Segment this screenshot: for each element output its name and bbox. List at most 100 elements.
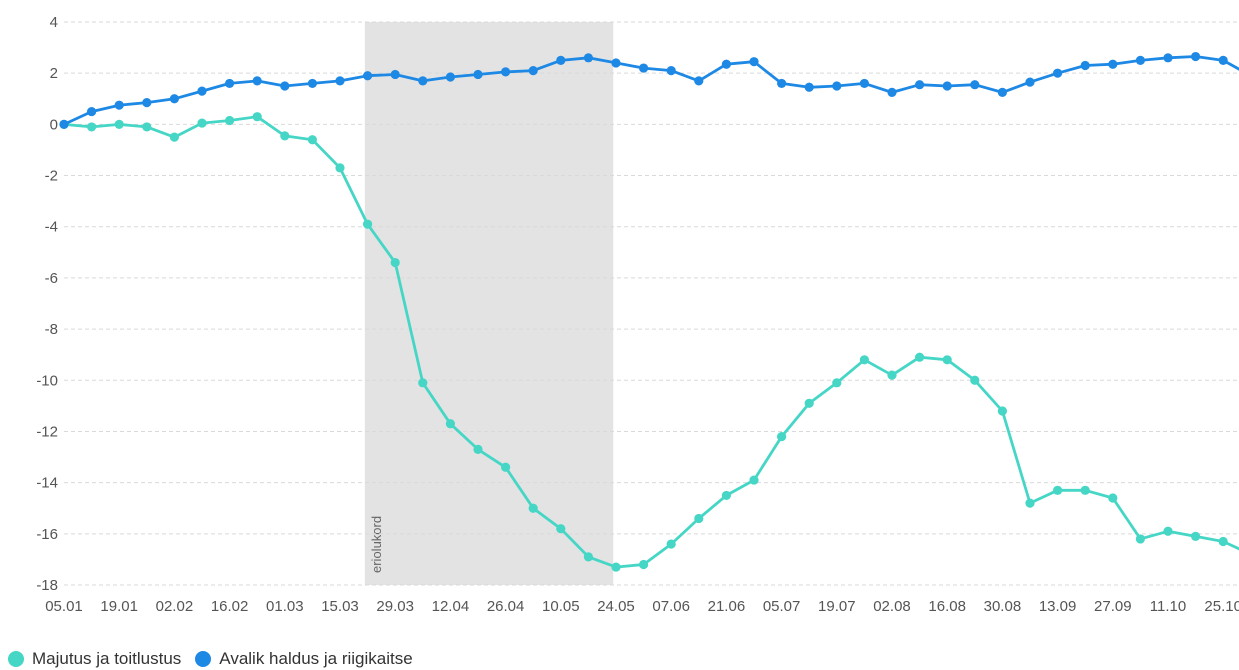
data-point[interactable] (1025, 77, 1035, 87)
data-point[interactable] (749, 475, 759, 485)
data-point[interactable] (363, 219, 373, 229)
y-tick-label: -4 (45, 219, 58, 236)
x-tick-label: 19.07 (818, 598, 856, 615)
data-point[interactable] (114, 100, 124, 110)
legend-label: Avalik haldus ja riigikaitse (219, 649, 413, 668)
legend-item-majutus[interactable]: Majutus ja toitlustus (8, 649, 181, 669)
data-point[interactable] (169, 132, 179, 142)
data-point[interactable] (1135, 534, 1145, 544)
data-point[interactable] (915, 80, 925, 90)
data-point[interactable] (859, 355, 870, 365)
data-point[interactable] (501, 67, 511, 77)
data-point[interactable] (1163, 53, 1173, 63)
data-point[interactable] (445, 72, 455, 82)
data-point[interactable] (804, 398, 814, 408)
data-point[interactable] (1218, 55, 1228, 65)
data-point[interactable] (1191, 51, 1201, 62)
data-point[interactable] (473, 444, 483, 454)
data-point[interactable] (1053, 485, 1063, 495)
data-point[interactable] (887, 370, 897, 380)
series-line (63, 55, 1239, 126)
data-point[interactable] (252, 112, 262, 122)
data-point[interactable] (749, 57, 759, 67)
data-point[interactable] (280, 131, 290, 141)
data-point[interactable] (970, 80, 980, 90)
data-point[interactable] (335, 76, 345, 86)
data-point[interactable] (997, 87, 1008, 97)
data-point[interactable] (390, 257, 400, 268)
data-point[interactable] (721, 59, 732, 69)
data-point[interactable] (252, 76, 262, 86)
data-point[interactable] (1108, 493, 1118, 503)
data-point[interactable] (639, 559, 649, 570)
data-point[interactable] (1080, 60, 1090, 71)
data-point[interactable] (832, 81, 842, 91)
data-point[interactable] (832, 378, 842, 388)
data-point[interactable] (997, 406, 1008, 416)
data-point[interactable] (114, 119, 124, 129)
data-point[interactable] (1163, 526, 1173, 536)
data-point[interactable] (1218, 536, 1228, 547)
legend: Majutus ja toitlustus Avalik haldus ja r… (8, 648, 427, 670)
data-point[interactable] (225, 115, 235, 126)
data-point[interactable] (307, 135, 317, 145)
data-point[interactable] (280, 81, 290, 91)
data-point[interactable] (528, 66, 538, 76)
data-point[interactable] (142, 98, 152, 108)
gridlines (64, 21, 1239, 586)
shaded-region-layer: eriolukord (364, 22, 614, 585)
data-point[interactable] (87, 122, 97, 132)
data-point[interactable] (804, 82, 814, 92)
data-point[interactable] (583, 552, 594, 562)
data-point[interactable] (942, 81, 952, 91)
data-point[interactable] (694, 513, 704, 524)
data-point[interactable] (169, 94, 179, 104)
data-point[interactable] (611, 58, 621, 68)
data-point[interactable] (335, 163, 345, 173)
x-tick-label: 07.06 (652, 598, 690, 615)
x-tick-label: 11.10 (1150, 598, 1186, 615)
x-tick-label: 02.02 (156, 598, 194, 615)
data-point[interactable] (197, 118, 207, 128)
data-point[interactable] (142, 122, 152, 132)
data-point[interactable] (639, 63, 649, 73)
data-point[interactable] (721, 490, 732, 501)
data-point[interactable] (59, 119, 69, 129)
data-point[interactable] (666, 539, 676, 549)
data-point[interactable] (694, 76, 704, 86)
data-point[interactable] (307, 78, 317, 89)
data-point[interactable] (777, 431, 787, 442)
data-point[interactable] (556, 55, 566, 65)
data-point[interactable] (666, 66, 676, 76)
legend-item-avalik-haldus[interactable]: Avalik haldus ja riigikaitse (195, 649, 413, 669)
data-point[interactable] (87, 106, 97, 117)
data-point[interactable] (363, 71, 373, 81)
data-point[interactable] (225, 78, 235, 89)
data-point[interactable] (887, 87, 897, 97)
data-point[interactable] (1080, 485, 1090, 495)
data-point[interactable] (583, 53, 594, 63)
data-point[interactable] (1108, 59, 1118, 69)
data-point[interactable] (1135, 55, 1145, 65)
data-point[interactable] (528, 503, 538, 513)
data-point[interactable] (197, 86, 207, 96)
x-tick-label: 25.10 (1204, 598, 1239, 615)
data-point[interactable] (473, 69, 483, 80)
data-point[interactable] (445, 419, 455, 429)
data-point[interactable] (611, 562, 621, 572)
series-lines (59, 51, 1239, 572)
data-point[interactable] (915, 352, 925, 362)
data-point[interactable] (942, 355, 952, 365)
data-point[interactable] (859, 78, 870, 89)
data-point[interactable] (777, 78, 787, 89)
data-point[interactable] (556, 524, 566, 534)
data-point[interactable] (1191, 531, 1201, 541)
data-point[interactable] (418, 378, 428, 388)
data-point[interactable] (390, 69, 400, 80)
series-2 (59, 51, 1239, 129)
data-point[interactable] (1053, 68, 1063, 78)
data-point[interactable] (501, 462, 511, 472)
data-point[interactable] (970, 375, 980, 385)
data-point[interactable] (418, 76, 428, 86)
data-point[interactable] (1025, 498, 1035, 508)
